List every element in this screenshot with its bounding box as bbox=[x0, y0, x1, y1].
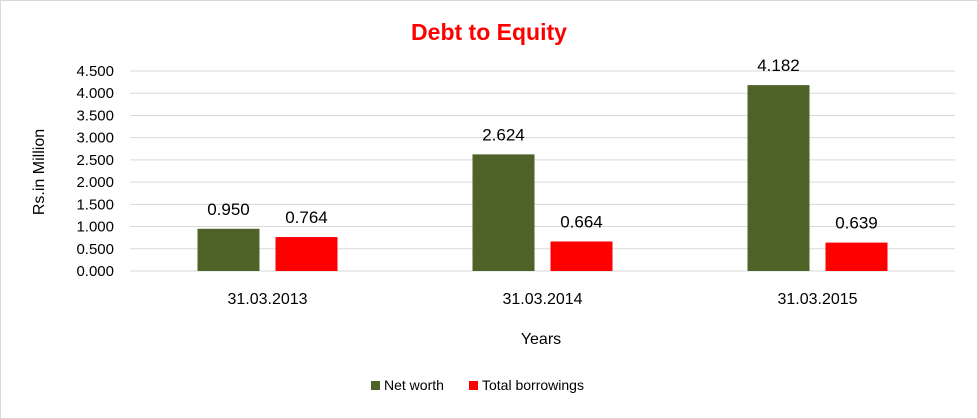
legend-swatch bbox=[371, 381, 380, 390]
x-axis-title: Years bbox=[521, 331, 561, 348]
bars bbox=[197, 85, 888, 271]
y-tick-labels: 0.000 0.500 1.000 1.500 2.000 2.500 3.000 3.500… bbox=[76, 63, 114, 280]
category-label: 31.03.2013 bbox=[227, 291, 307, 308]
y-tick-label: 2.000 bbox=[76, 174, 114, 191]
y-tick-label: 1.500 bbox=[76, 196, 114, 213]
data-label: 0.664 bbox=[560, 212, 603, 231]
data-label: 2.624 bbox=[482, 125, 525, 144]
chart-title: Debt to Equity bbox=[411, 19, 567, 45]
bar-total-borrowings bbox=[275, 237, 338, 271]
gridlines bbox=[130, 70, 955, 272]
y-tick-label: 3.500 bbox=[76, 107, 114, 124]
y-tick-label: 0.500 bbox=[76, 241, 114, 258]
data-label: 0.639 bbox=[835, 214, 878, 233]
y-tick-label: 4.000 bbox=[76, 85, 114, 102]
legend-label: Net worth bbox=[384, 377, 444, 393]
legend-label: Total borrowings bbox=[482, 377, 584, 393]
y-axis-title: Rs.in Million bbox=[31, 129, 48, 215]
category-label: 31.03.2014 bbox=[502, 291, 582, 308]
y-tick-label: 0.000 bbox=[76, 263, 114, 280]
bar-total-borrowings bbox=[825, 242, 888, 271]
data-labels: 0.950 0.764 2.624 0.664 4.182 0.639 bbox=[207, 56, 878, 232]
bar-net-worth bbox=[197, 228, 260, 271]
legend-swatch bbox=[469, 381, 478, 390]
y-tick-label: 1.000 bbox=[76, 219, 114, 236]
category-labels: 31.03.2013 31.03.2014 31.03.2015 bbox=[227, 291, 857, 308]
legend: Net worth Total borrowings bbox=[371, 377, 584, 393]
y-tick-label: 4.500 bbox=[76, 63, 114, 80]
bar-net-worth bbox=[472, 154, 535, 271]
bar-net-worth bbox=[747, 85, 810, 271]
bar-total-borrowings bbox=[550, 241, 613, 271]
y-tick-label: 3.000 bbox=[76, 130, 114, 147]
data-label: 0.950 bbox=[207, 200, 250, 219]
category-label: 31.03.2015 bbox=[777, 291, 857, 308]
y-tick-label: 2.500 bbox=[76, 152, 114, 169]
data-label: 0.764 bbox=[285, 208, 328, 227]
data-label: 4.182 bbox=[757, 56, 800, 75]
